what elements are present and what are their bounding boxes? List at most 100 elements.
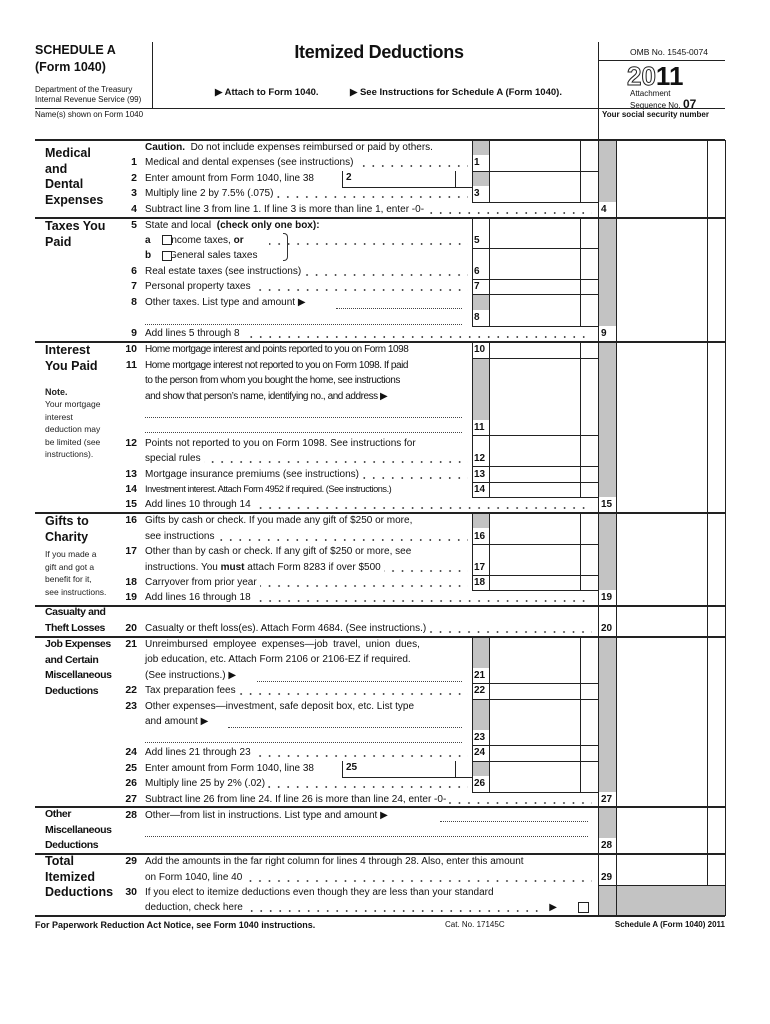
line-5a: a Income taxes, or <box>145 233 468 248</box>
line-text: deduction, check here <box>145 902 243 913</box>
line-28-entry-2[interactable] <box>145 836 588 837</box>
section-job-expenses: Job Expenses and Certain Miscellaneous Dedu… <box>45 637 112 699</box>
line-28: Other—from list in instructions. List ty… <box>145 808 388 823</box>
line-text: Medical and dental expenses (see instruc… <box>145 157 354 168</box>
line-23-entry-2[interactable] <box>145 742 462 743</box>
line-21: Unreimbursed employee expenses—job trave… <box>145 637 420 652</box>
box-number: 17 <box>474 562 486 573</box>
line-23: Other expenses—investment, safe deposit … <box>145 699 414 714</box>
line-text: If you elect to itemize deductions even … <box>145 887 494 898</box>
shaded-cell <box>472 294 489 310</box>
ssn-field[interactable] <box>600 120 724 140</box>
line-number: 7 <box>131 280 137 292</box>
line-4: Subtract line 3 from line 1. If line 3 i… <box>145 202 592 217</box>
line-text: Real estate taxes (see instructions) <box>145 266 302 277</box>
label-line: Deductions <box>45 684 99 697</box>
line-8-entry-2[interactable] <box>145 324 462 325</box>
cents-rule <box>580 513 581 590</box>
line-number: 16 <box>125 514 137 526</box>
dot-leader <box>449 792 592 807</box>
dot-leader <box>253 497 592 512</box>
dot-leader <box>253 279 468 294</box>
names-label: Name(s) shown on Form 1040 <box>35 110 144 119</box>
line-text: Other than by cash or check. If any gift… <box>145 546 412 557</box>
line-28-entry[interactable] <box>440 821 588 822</box>
label-line: Theft Losses <box>45 621 105 634</box>
line-2-field[interactable] <box>358 172 454 186</box>
box-number: 24 <box>474 747 486 758</box>
section-rule <box>35 636 725 638</box>
note-line: gift and got a <box>45 561 95 572</box>
sequence-number: 07 <box>682 97 697 111</box>
names-field[interactable] <box>35 120 595 140</box>
line-8-entry[interactable] <box>336 308 462 309</box>
label-line: Dental <box>45 177 84 191</box>
section-rule <box>35 217 725 219</box>
caution-row: Caution. Do not include expenses reimbur… <box>145 140 468 155</box>
section-rule <box>35 605 725 607</box>
caution-label: Caution. <box>145 142 185 153</box>
label-line: Total <box>45 854 74 868</box>
label-line: Gifts to <box>45 514 89 528</box>
see-instructions: ▶ See Instructions for Schedule A (Form … <box>350 87 562 98</box>
sales-taxes-checkbox[interactable] <box>162 251 172 261</box>
line-number: 17 <box>125 545 137 557</box>
line-9: Add lines 5 through 8 <box>145 326 592 341</box>
box-number: 22 <box>474 685 486 696</box>
line-text: Other expenses—investment, safe deposit … <box>145 701 415 712</box>
divider <box>35 108 725 109</box>
line-text: Tax preparation fees <box>145 685 236 696</box>
dot-leader <box>304 264 468 279</box>
line-23-entry[interactable] <box>228 727 462 728</box>
line-text-bold: must <box>220 562 245 573</box>
dot-leader <box>245 870 592 885</box>
line-1: Medical and dental expenses (see instruc… <box>145 155 468 170</box>
section-rule <box>35 915 725 917</box>
line-text-bold: (check only one box): <box>216 220 320 231</box>
line-16: Gifts by cash or check. If you made any … <box>145 513 412 528</box>
divider <box>152 42 153 108</box>
line-number: 25 <box>125 762 137 774</box>
line-19: Add lines 16 through 18 <box>145 590 592 605</box>
line-number: 11 <box>125 359 137 371</box>
line-25-field[interactable] <box>362 762 454 776</box>
line-text: Home mortgage interest not reported to y… <box>145 360 409 371</box>
line-21-entry[interactable] <box>257 681 462 682</box>
income-taxes-checkbox[interactable] <box>162 235 172 245</box>
line-text: attach Form 8283 if over $500 <box>247 562 381 573</box>
box-bg <box>598 202 616 218</box>
label-line: Other <box>45 808 72 820</box>
section-interest: Interest You Paid <box>45 343 98 374</box>
line-11-entry-2[interactable] <box>145 432 462 433</box>
box-2-label: 2 <box>346 172 352 183</box>
line-text: Multiply line 25 by 2% (.02) <box>145 778 266 789</box>
ssn-label: Your social security number <box>602 110 709 119</box>
box-number: 26 <box>474 778 486 789</box>
line-5b: b General sales taxes <box>145 248 258 263</box>
line-text: see instructions <box>145 531 215 542</box>
cents-rule <box>580 637 581 792</box>
line-11-entry[interactable] <box>145 417 462 418</box>
line-number: 5 <box>131 219 137 231</box>
sequence-label: Sequence No. 07 <box>630 97 696 111</box>
arrow-icon: ▶ <box>549 902 557 913</box>
option-letter: b <box>145 250 152 261</box>
itemize-election-checkbox[interactable] <box>578 902 589 913</box>
line-text: Add the amounts in the far right column … <box>145 856 524 867</box>
box-25-label: 25 <box>346 762 358 773</box>
section-medical: Medical and Dental Expenses <box>45 146 103 208</box>
dot-leader <box>245 900 546 915</box>
note-line: If you made a <box>45 549 97 559</box>
note-title: Note. <box>45 387 68 397</box>
dot-leader <box>242 326 592 341</box>
section-rule <box>35 806 725 808</box>
shaded-cell <box>472 171 489 186</box>
line-number: 26 <box>125 777 137 789</box>
label-line: Interest <box>45 343 91 357</box>
rule <box>472 279 598 280</box>
rule <box>472 248 598 249</box>
line-text: Points not reported to you on Form 1098.… <box>145 438 416 449</box>
box-number: 28 <box>601 840 613 851</box>
label-line: Casualty and <box>45 606 106 618</box>
rule <box>455 761 456 777</box>
